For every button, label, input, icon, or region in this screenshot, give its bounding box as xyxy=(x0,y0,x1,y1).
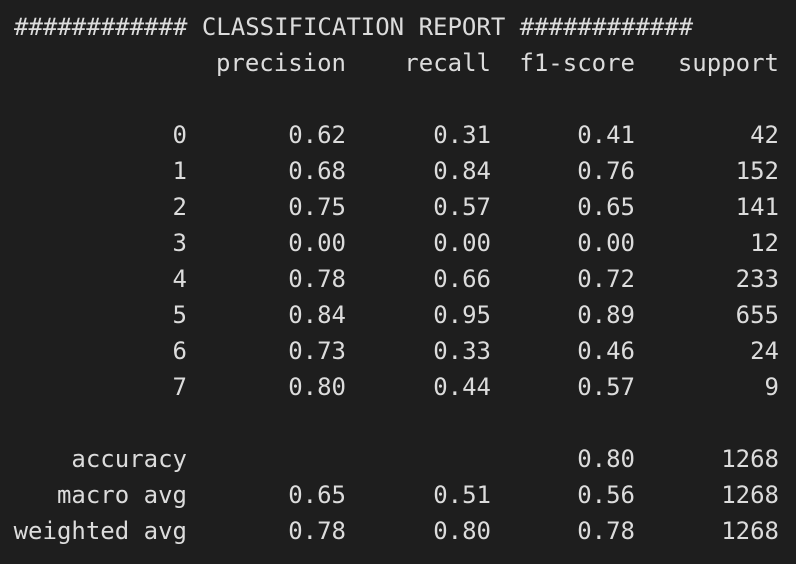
row-label: weighted avg xyxy=(13,517,187,545)
row-recall: 0.33 xyxy=(433,337,491,365)
row-support: 1268 xyxy=(721,517,779,545)
row-f1-score: 0.76 xyxy=(577,157,635,185)
header-f1-score: f1-score xyxy=(519,49,635,77)
header-row: precision recall f1-score support xyxy=(0,45,796,81)
row-recall: 0.84 xyxy=(433,157,491,185)
row-f1-score: 0.89 xyxy=(577,301,635,329)
row-support: 9 xyxy=(764,373,779,401)
row-support: 1268 xyxy=(721,445,779,473)
row-recall: 0.57 xyxy=(433,193,491,221)
row-label: accuracy xyxy=(71,445,187,473)
row-precision: 0.78 xyxy=(288,517,346,545)
row-f1-score: 0.41 xyxy=(577,121,635,149)
table-row: 3 0.00 0.00 0.00 12 xyxy=(0,225,796,261)
row-precision: 0.78 xyxy=(288,265,346,293)
row-f1-score: 0.65 xyxy=(577,193,635,221)
row-precision: 0.62 xyxy=(288,121,346,149)
row-label: 3 xyxy=(172,229,187,257)
table-row: 6 0.73 0.33 0.46 24 xyxy=(0,333,796,369)
row-f1-score: 0.57 xyxy=(577,373,635,401)
row-recall: 0.95 xyxy=(433,301,491,329)
table-row: 0 0.62 0.31 0.41 42 xyxy=(0,117,796,153)
row-support: 12 xyxy=(750,229,779,257)
row-recall: 0.00 xyxy=(433,229,491,257)
row-f1-score: 0.78 xyxy=(577,517,635,545)
row-support: 24 xyxy=(750,337,779,365)
table-row: 5 0.84 0.95 0.89 655 xyxy=(0,297,796,333)
report-title: ############ CLASSIFICATION REPORT #####… xyxy=(14,13,694,41)
table-row: 2 0.75 0.57 0.65 141 xyxy=(0,189,796,225)
table-row: 4 0.78 0.66 0.72 233 xyxy=(0,261,796,297)
header-support: support xyxy=(677,49,779,77)
summary-row-weighted-avg: weighted avg 0.78 0.80 0.78 1268 xyxy=(0,513,796,549)
row-precision: 0.00 xyxy=(288,229,346,257)
row-label: 0 xyxy=(172,121,187,149)
header-recall: recall xyxy=(404,49,491,77)
header-precision: precision xyxy=(215,49,346,77)
row-precision: 0.75 xyxy=(288,193,346,221)
row-precision: 0.68 xyxy=(288,157,346,185)
row-precision: 0.73 xyxy=(288,337,346,365)
summary-row-accuracy: accuracy 0.80 1268 xyxy=(0,441,796,477)
row-recall: 0.31 xyxy=(433,121,491,149)
table-row: 1 0.68 0.84 0.76 152 xyxy=(0,153,796,189)
row-f1-score: 0.80 xyxy=(577,445,635,473)
row-label: 6 xyxy=(172,337,187,365)
row-label: 4 xyxy=(172,265,187,293)
row-precision: 0.80 xyxy=(288,373,346,401)
row-label: 5 xyxy=(172,301,187,329)
row-label: 1 xyxy=(172,157,187,185)
row-recall: 0.51 xyxy=(433,481,491,509)
row-f1-score: 0.56 xyxy=(577,481,635,509)
row-support: 152 xyxy=(735,157,779,185)
row-label: macro avg xyxy=(56,481,187,509)
row-support: 655 xyxy=(735,301,779,329)
row-precision: 0.65 xyxy=(288,481,346,509)
row-recall: 0.44 xyxy=(433,373,491,401)
row-label: 2 xyxy=(172,193,187,221)
row-support: 1268 xyxy=(721,481,779,509)
row-f1-score: 0.00 xyxy=(577,229,635,257)
row-recall: 0.66 xyxy=(433,265,491,293)
row-label: 7 xyxy=(172,373,187,401)
summary-row-macro-avg: macro avg 0.65 0.51 0.56 1268 xyxy=(0,477,796,513)
row-f1-score: 0.46 xyxy=(577,337,635,365)
row-precision: 0.84 xyxy=(288,301,346,329)
row-f1-score: 0.72 xyxy=(577,265,635,293)
table-row: 7 0.80 0.44 0.57 9 xyxy=(0,369,796,405)
row-recall: 0.80 xyxy=(433,517,491,545)
row-support: 141 xyxy=(735,193,779,221)
row-support: 233 xyxy=(735,265,779,293)
row-support: 42 xyxy=(750,121,779,149)
